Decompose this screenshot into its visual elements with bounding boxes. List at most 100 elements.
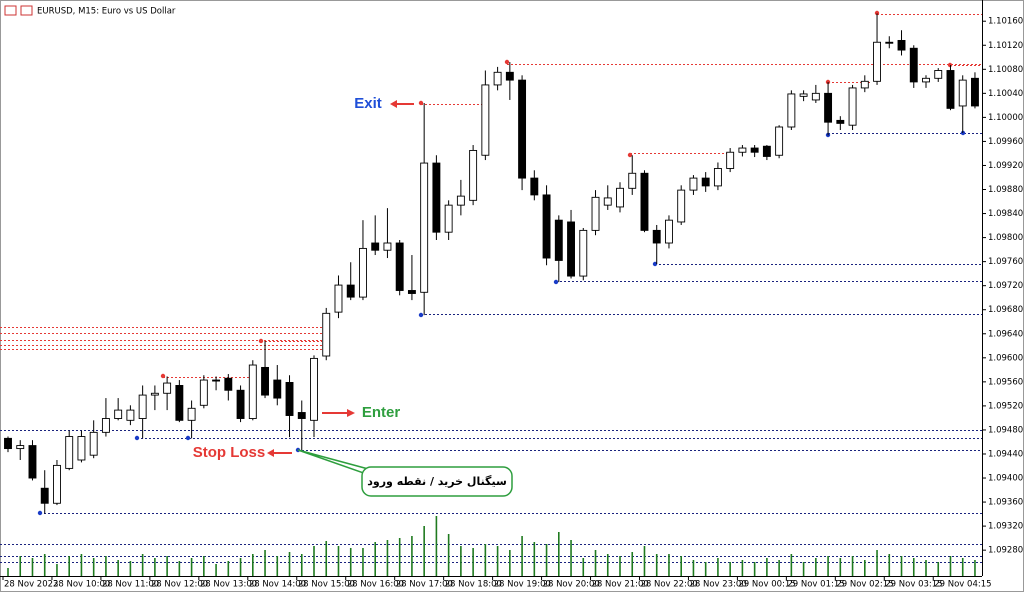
candle-body: [481, 84, 490, 156]
y-tick-label: 1.09760: [988, 257, 1023, 267]
fractal-up: [627, 152, 633, 158]
y-tick-label: 1.09400: [988, 474, 1023, 484]
enter-label: Enter: [362, 404, 401, 421]
candle-body: [873, 41, 881, 82]
candle-body: [297, 412, 306, 419]
candle-body: [346, 284, 355, 298]
candle-body: [652, 229, 661, 244]
fractal-down: [418, 312, 424, 318]
y-tick-label: 1.10160: [988, 17, 1023, 27]
y-tick-label: 1.09720: [988, 281, 1023, 291]
candle-body: [101, 418, 110, 433]
candle-body: [114, 409, 123, 419]
candle-body: [689, 177, 698, 191]
candle-body: [554, 219, 563, 261]
window-icon[interactable]: [20, 5, 33, 16]
candle-body: [701, 177, 710, 187]
fractal-down: [553, 279, 559, 285]
candle-body: [885, 41, 894, 44]
x-tick-label: 29 Nov 03:15: [885, 580, 942, 590]
candle-body: [493, 71, 502, 86]
y-tick-label: 1.09680: [988, 305, 1023, 315]
candle-body: [444, 204, 453, 233]
arrow-head: [347, 409, 355, 417]
candle-body: [787, 93, 796, 128]
candle-body: [665, 219, 673, 244]
candle-body: [322, 312, 331, 357]
candle-body: [456, 195, 465, 206]
fractal-down: [185, 435, 191, 441]
candle-body: [775, 126, 784, 156]
candle-body: [261, 366, 269, 396]
y-tick-label: 1.09520: [988, 401, 1023, 411]
candle-body: [542, 194, 551, 259]
candle-body: [897, 39, 906, 51]
candle-body: [395, 242, 404, 291]
candle-body: [726, 151, 735, 169]
candle-body: [65, 436, 74, 469]
y-tick-label: 1.10040: [988, 89, 1023, 99]
callout-text: سیگنال خرید / نقطه ورود: [367, 475, 507, 488]
y-tick-label: 1.09880: [988, 185, 1023, 195]
y-tick-label: 1.09640: [988, 329, 1023, 339]
candle-body: [922, 77, 930, 83]
candle-body: [126, 409, 135, 421]
candle-body: [591, 196, 600, 231]
x-tick-label: 28 Nov 21:00: [592, 580, 649, 590]
candle-body: [53, 464, 61, 504]
candle-body: [359, 247, 367, 298]
y-tick-label: 1.09600: [988, 353, 1023, 363]
candle-body: [273, 379, 282, 399]
x-tick-label: 28 Nov 2023: [4, 580, 58, 590]
fractal-up: [874, 10, 880, 16]
exit-label: Exit: [354, 95, 382, 112]
candle-body: [762, 145, 771, 157]
candle-body: [824, 92, 833, 123]
y-tick-label: 1.09800: [988, 233, 1023, 243]
y-tick-label: 1.09960: [988, 137, 1023, 147]
x-tick-label: 28 Nov 10:00: [53, 580, 110, 590]
candle-body: [187, 407, 196, 421]
x-tick-label: 28 Nov 17:00: [396, 580, 453, 590]
x-tick-label: 29 Nov 04:15: [934, 580, 991, 590]
candle-body: [603, 197, 612, 206]
candle-body: [505, 71, 514, 81]
candle-body: [248, 364, 257, 419]
candle-body: [236, 389, 245, 419]
candle-body: [628, 172, 637, 189]
window-icon[interactable]: [4, 5, 17, 16]
fractal-up: [258, 338, 264, 344]
candle-body: [138, 394, 147, 419]
y-tick-label: 1.09440: [988, 449, 1023, 459]
candle-body: [909, 47, 918, 83]
candle-body: [175, 385, 184, 421]
candle-body: [971, 77, 979, 107]
y-tick-label: 1.09560: [988, 377, 1023, 387]
x-tick-label: 28 Nov 13:00: [200, 580, 257, 590]
x-tick-label: 28 Nov 11:00: [102, 580, 159, 590]
candle-body: [469, 149, 478, 201]
plot: [4, 13, 979, 576]
fractal-up: [504, 59, 510, 65]
candle-body: [371, 242, 380, 251]
candle-body: [738, 147, 747, 153]
candle-body: [199, 379, 208, 406]
candle-body: [579, 229, 588, 277]
x-tick-label: 29 Nov 01:15: [787, 580, 844, 590]
levels: [0, 10, 982, 563]
fractal-down: [37, 510, 43, 516]
candle-body: [89, 431, 98, 456]
candle-body: [212, 379, 221, 382]
candle-body: [713, 168, 722, 187]
candle-body: [848, 87, 857, 126]
fractal-up: [418, 100, 424, 106]
candle-body: [77, 436, 86, 461]
candle-body: [310, 357, 318, 421]
y-tick-label: 1.09280: [988, 546, 1023, 556]
x-tick-label: 28 Nov 18:00: [445, 580, 502, 590]
y-tick-label: 1.09360: [988, 498, 1023, 508]
candle-body: [799, 93, 808, 97]
candle-body: [334, 284, 343, 313]
candle-body: [836, 119, 845, 124]
